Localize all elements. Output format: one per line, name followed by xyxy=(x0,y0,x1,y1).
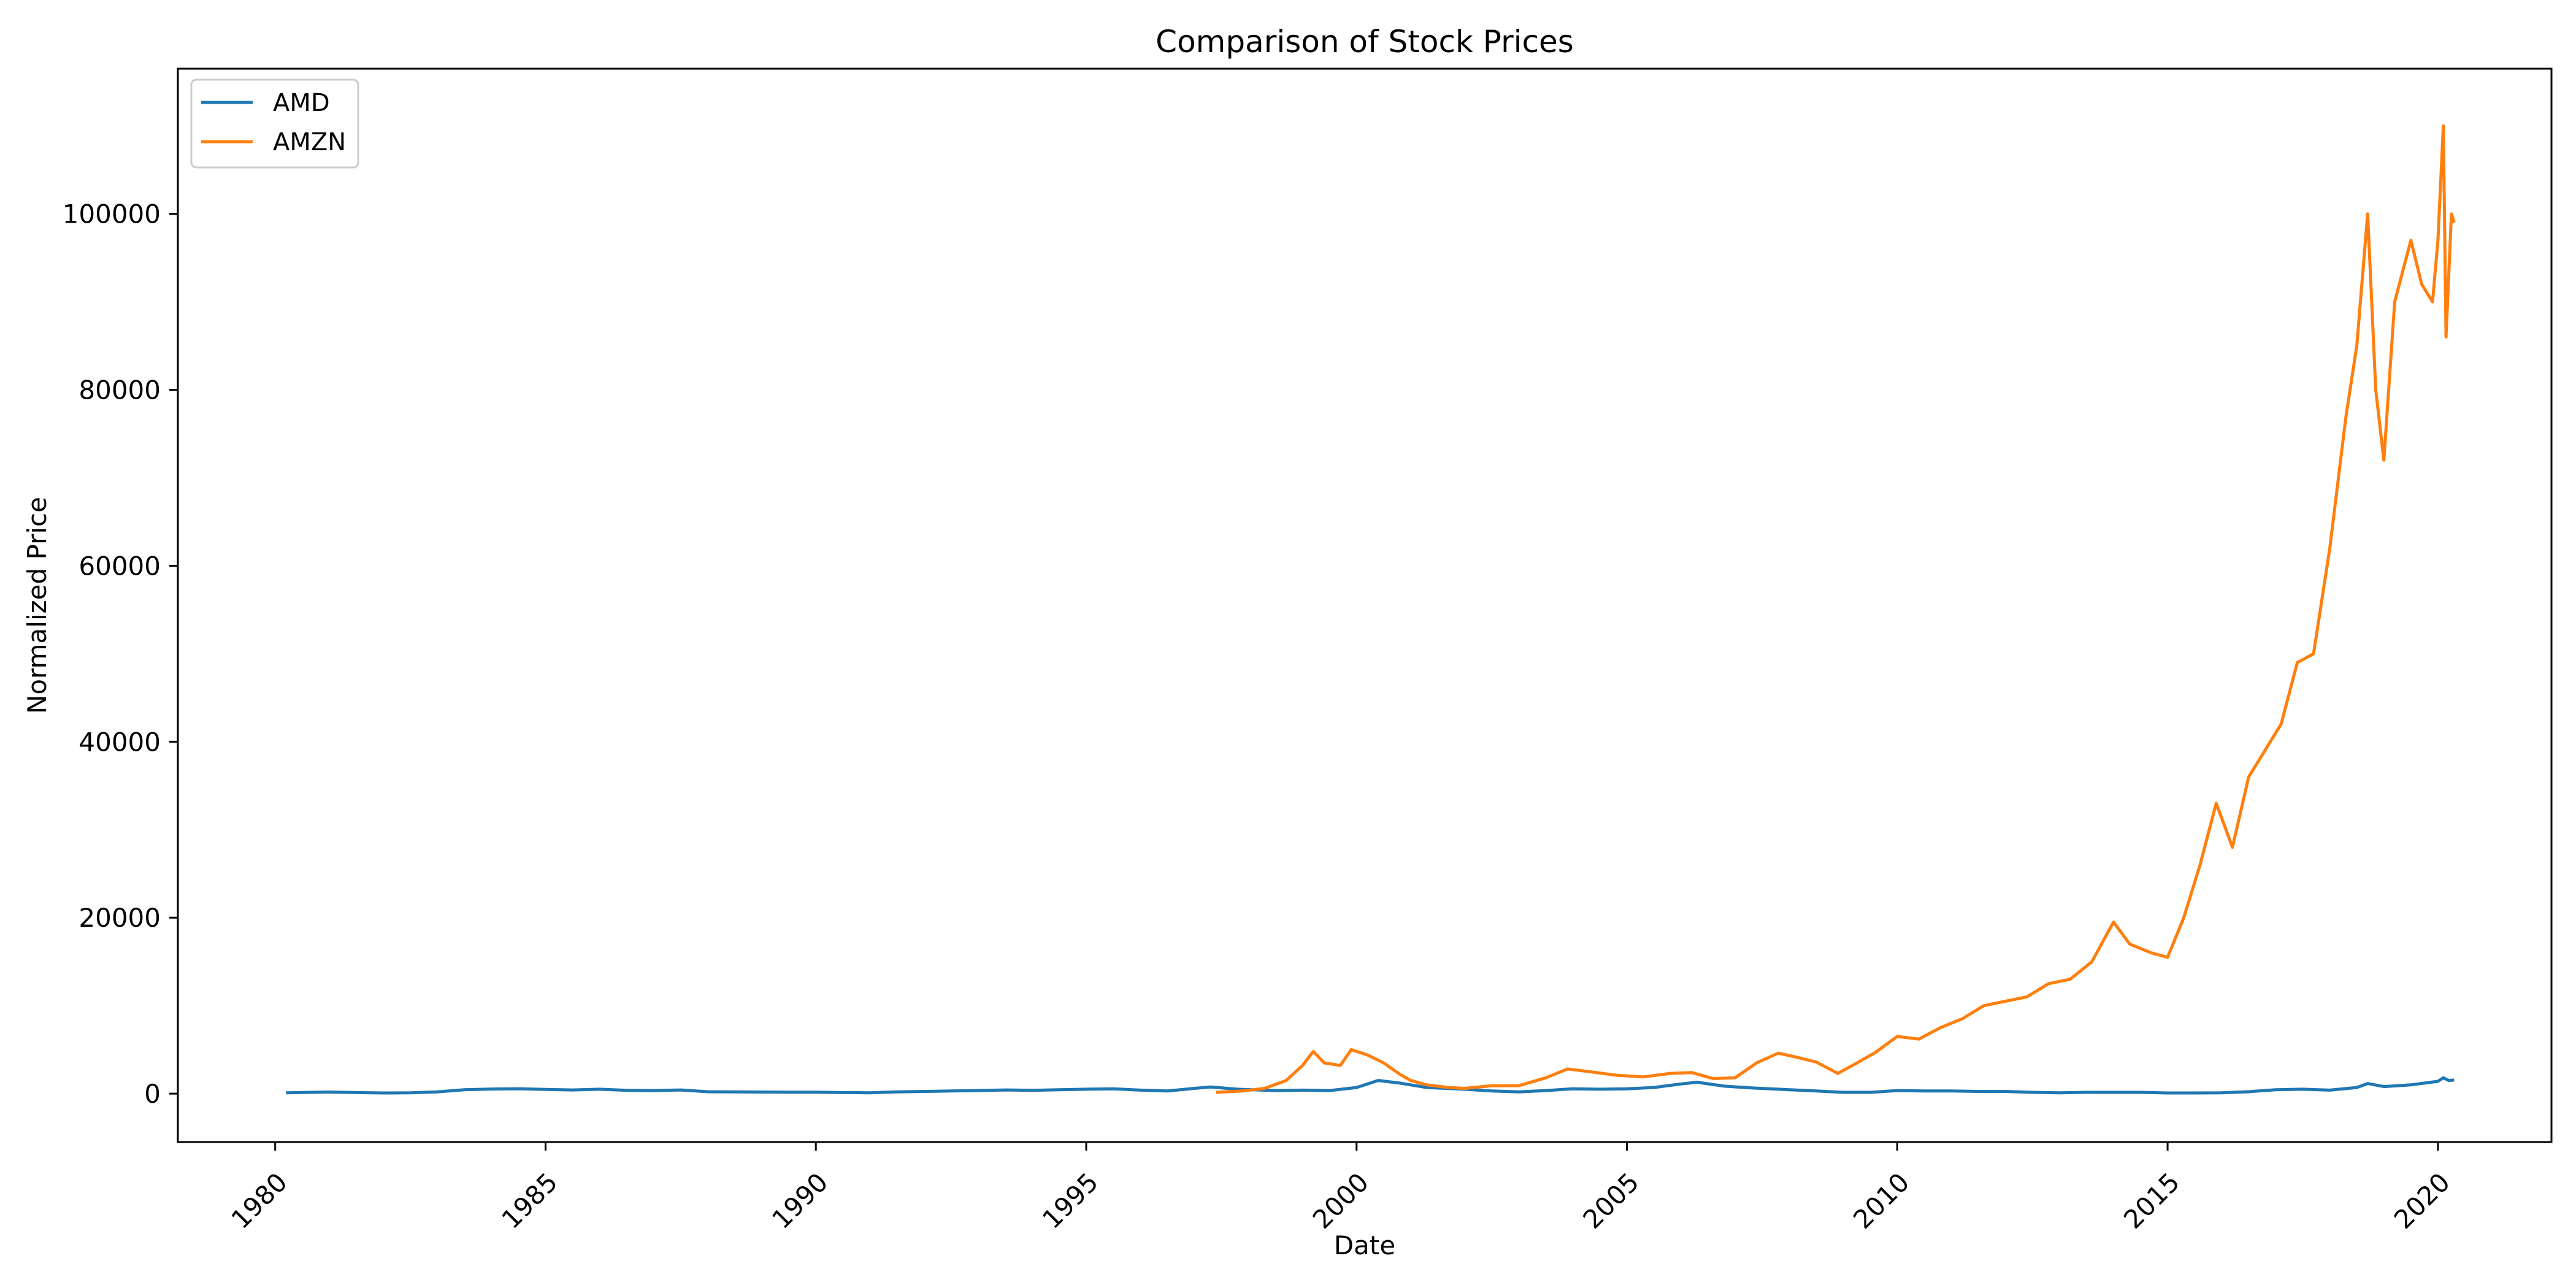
series-line-amzn xyxy=(1216,124,2456,1094)
chart-title: Comparison of Stock Prices xyxy=(1156,24,1574,59)
y-tick-label: 40000 xyxy=(79,727,161,757)
y-axis-title: Normalized Price xyxy=(22,497,52,714)
y-tick-label: 60000 xyxy=(79,551,161,581)
y-axis: 0 20000 40000 60000 80000 100000 xyxy=(63,199,178,1109)
plot-frame xyxy=(177,67,2553,1143)
y-tick-label: 100000 xyxy=(63,199,161,229)
x-axis-title: Date xyxy=(1334,1230,1395,1260)
legend-label-amd: AMD xyxy=(273,89,330,117)
y-tick-label: 20000 xyxy=(79,903,161,933)
y-tick-label: 80000 xyxy=(79,375,161,405)
plot-lines xyxy=(286,124,2456,1095)
y-tick-label: 0 xyxy=(144,1079,161,1109)
legend: AMD AMZN xyxy=(190,79,359,169)
series-line-amd xyxy=(286,1076,2455,1095)
legend-label-amzn: AMZN xyxy=(273,128,346,156)
